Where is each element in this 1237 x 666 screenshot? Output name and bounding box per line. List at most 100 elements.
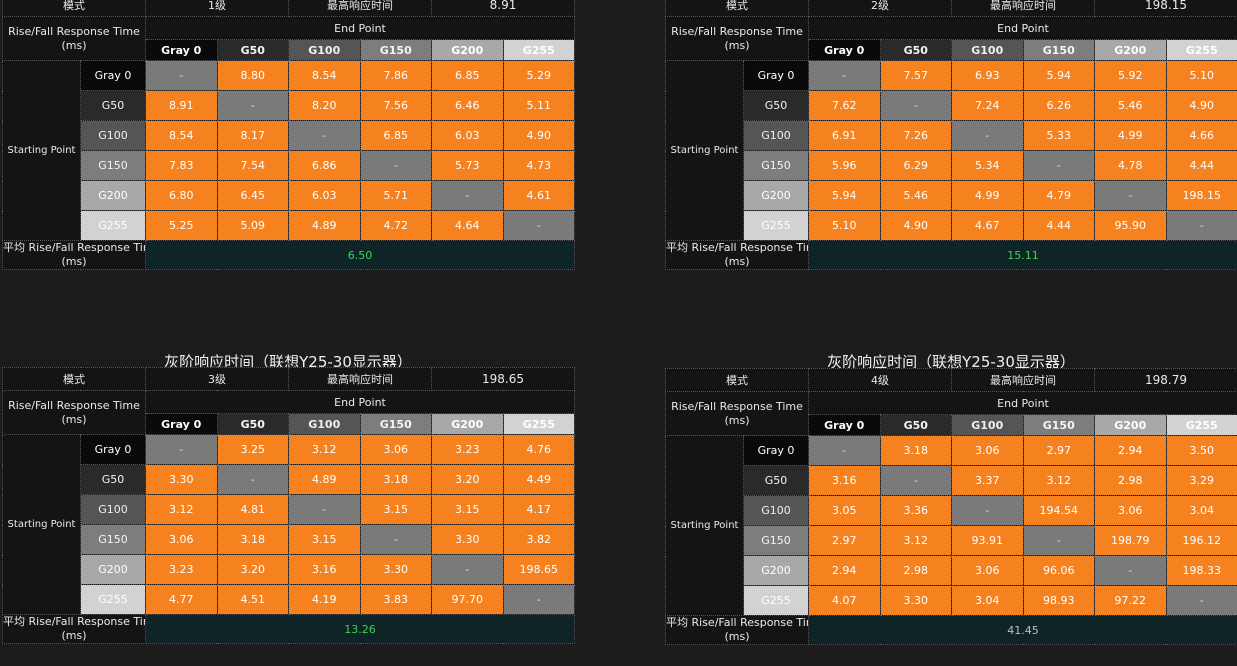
mode-label: 模式 (665, 368, 809, 392)
data-cell: 3.06 (1094, 495, 1167, 526)
data-cell: 4.49 (502, 464, 575, 495)
row-header: Gray 0 (80, 434, 146, 465)
data-cell: 5.96 (808, 150, 881, 181)
data-cell: 4.07 (808, 585, 881, 616)
panel-title: 灰阶响应时间（联想Y25-30显示器） (164, 353, 412, 371)
data-cell: 5.73 (431, 150, 504, 181)
data-cell: 3.06 (359, 434, 432, 465)
data-cell: 2.98 (879, 555, 952, 586)
end-point-label: End Point (145, 390, 575, 414)
data-cell: 96.06 (1022, 555, 1095, 586)
data-cell: 7.24 (951, 90, 1024, 121)
data-cell: 4.61 (502, 180, 575, 211)
rise-fall-text: Rise/Fall Response Time (8, 398, 140, 412)
ms-unit: (ms) (724, 255, 750, 268)
data-cell: 5.29 (502, 60, 575, 91)
rise-fall-label: Rise/Fall Response Time (ms) (2, 16, 146, 61)
ms-unit: (ms) (61, 629, 87, 642)
average-label: 平均 Rise/Fall Response Time (ms) (2, 240, 146, 270)
data-cell: 2.98 (1094, 465, 1167, 496)
mode-value: 3级 (145, 367, 289, 391)
data-cell: 4.79 (1022, 180, 1095, 211)
starting-point-label: Starting Point (2, 60, 81, 241)
column-header: G100 (951, 414, 1024, 436)
column-header: G150 (1022, 414, 1095, 436)
data-cell: 3.15 (288, 524, 361, 555)
diagonal-cell: - (879, 90, 952, 121)
data-cell: 3.12 (145, 494, 218, 525)
average-value: 41.45 (808, 615, 1237, 645)
data-cell: 97.70 (431, 584, 504, 615)
ms-unit: (ms) (724, 38, 750, 52)
column-header: G200 (1094, 39, 1167, 61)
data-cell: 198.33 (1165, 555, 1237, 586)
column-header: G255 (502, 413, 575, 435)
average-label: 平均 Rise/Fall Response Time (ms) (2, 614, 146, 644)
data-cell: 3.23 (431, 434, 504, 465)
diagonal-cell: - (951, 495, 1024, 526)
data-cell: 98.93 (1022, 585, 1095, 616)
max-response-label: 最高响应时间 (951, 368, 1095, 392)
column-header: Gray 0 (808, 414, 881, 436)
response-time-table: 模式 4级 最高响应时间 198.79 Rise/Fall Response Time(… (665, 368, 1237, 645)
data-cell: 8.54 (145, 120, 218, 151)
data-cell: 7.86 (359, 60, 432, 91)
data-cell: 4.73 (502, 150, 575, 181)
response-time-table: 模式 3级 最高响应时间 198.65 Rise/Fall Response Time(… (2, 367, 575, 644)
data-cell: 8.17 (216, 120, 289, 151)
diagonal-cell: - (288, 120, 361, 151)
data-cell: 4.76 (502, 434, 575, 465)
data-cell: 6.03 (431, 120, 504, 151)
diagonal-cell: - (502, 584, 575, 615)
data-cell: 3.12 (1022, 465, 1095, 496)
data-cell: 8.80 (216, 60, 289, 91)
data-cell: 4.90 (502, 120, 575, 151)
row-header: G200 (80, 180, 146, 211)
data-cell: 4.90 (879, 210, 952, 241)
diagonal-cell: - (1094, 180, 1167, 211)
row-header: G150 (80, 150, 146, 181)
data-cell: 4.81 (216, 494, 289, 525)
column-header: G50 (879, 39, 952, 61)
row-header: G255 (743, 210, 809, 241)
average-value: 6.50 (145, 240, 575, 270)
data-cell: 4.72 (359, 210, 432, 241)
data-cell: 7.57 (879, 60, 952, 91)
data-cell: 6.46 (431, 90, 504, 121)
column-header: G255 (1165, 414, 1237, 436)
diagonal-cell: - (808, 435, 881, 466)
row-header: G255 (80, 210, 146, 241)
data-cell: 6.26 (1022, 90, 1095, 121)
max-response-value: 198.79 (1094, 368, 1237, 392)
data-cell: 5.92 (1094, 60, 1167, 91)
average-label: 平均 Rise/Fall Response Time (ms) (665, 240, 809, 270)
diagonal-cell: - (145, 434, 218, 465)
column-header: G150 (359, 413, 432, 435)
data-cell: 5.34 (951, 150, 1024, 181)
data-cell: 3.20 (431, 464, 504, 495)
data-cell: 6.91 (808, 120, 881, 151)
row-header: G100 (80, 494, 146, 525)
mode-label: 模式 (2, 0, 146, 17)
data-cell: 3.18 (879, 435, 952, 466)
data-cell: 3.05 (808, 495, 881, 526)
data-cell: 5.71 (359, 180, 432, 211)
data-cell: 3.29 (1165, 465, 1237, 496)
data-cell: 6.93 (951, 60, 1024, 91)
diagonal-cell: - (431, 554, 504, 585)
column-header: G200 (431, 413, 504, 435)
data-cell: 97.22 (1094, 585, 1167, 616)
data-cell: 4.78 (1094, 150, 1167, 181)
row-header: G200 (80, 554, 146, 585)
data-cell: 8.54 (288, 60, 361, 91)
response-time-table: 模式 1级 最高响应时间 8.91 Rise/Fall Response Time (ms… (2, 0, 575, 270)
data-cell: 5.09 (216, 210, 289, 241)
rise-fall-label: Rise/Fall Response Time (ms) (665, 391, 809, 436)
data-cell: 3.83 (359, 584, 432, 615)
data-cell: 8.20 (288, 90, 361, 121)
column-header: G150 (1022, 39, 1095, 61)
data-cell: 5.94 (808, 180, 881, 211)
max-response-label: 最高响应时间 (288, 367, 432, 391)
data-cell: 7.54 (216, 150, 289, 181)
ms-unit: (ms) (61, 412, 87, 426)
